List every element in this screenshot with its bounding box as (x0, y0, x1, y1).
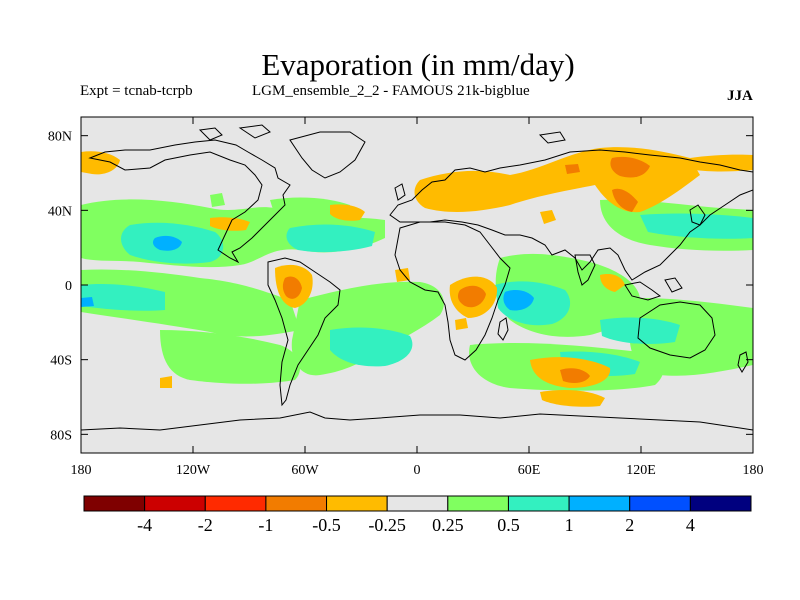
colorbar-swatch (629, 495, 691, 512)
lat-tick-label: 0 (65, 279, 72, 294)
colorbar-swatch (507, 495, 570, 512)
colorbar-swatch (83, 495, 146, 512)
longitude-axis: 180 120W 60W 0 60E 120E 180 (71, 117, 764, 478)
colorbar-label: 4 (686, 515, 695, 535)
colorbar-label: -2 (198, 515, 213, 535)
positive-anomaly-medium (81, 213, 753, 376)
colorbar-swatch (568, 495, 631, 512)
lon-tick-label: 60W (291, 463, 319, 478)
colorbar-label: 2 (625, 515, 634, 535)
colorbar-label: 1 (565, 515, 574, 535)
colorbar-swatch (144, 495, 206, 512)
colorbar-swatch (447, 495, 509, 512)
lon-tick-label: 0 (414, 463, 421, 478)
lat-tick-label: 40N (48, 204, 72, 219)
colorbar: -4 -2 -1 -0.5 -0.25 0.25 0.5 1 2 4 (83, 495, 752, 535)
colorbar-label: -4 (137, 515, 152, 535)
lon-tick-label: 180 (71, 463, 92, 478)
lon-tick-label: 120W (176, 463, 211, 478)
positive-anomaly-strong (81, 235, 534, 311)
plot-subtitle: LGM_ensemble_2_2 - FAMOUS 21k-bigblue (252, 83, 530, 99)
lon-tick-label: 120E (626, 463, 656, 478)
lat-tick-label: 80N (48, 130, 72, 145)
colorbar-swatch (265, 495, 328, 512)
colorbar-label: 0.5 (497, 515, 520, 535)
colorbar-label: -1 (258, 515, 273, 535)
anomaly-contours (81, 147, 753, 407)
coastlines (81, 124, 753, 431)
colorbar-label: -0.5 (312, 515, 341, 535)
colorbar-swatch (326, 495, 388, 512)
lat-tick-label: 80S (50, 428, 72, 443)
colorbar-label: 0.25 (432, 515, 464, 535)
colorbar-swatch (204, 495, 267, 512)
colorbar-swatch (689, 495, 752, 512)
latitude-axis: 80N 40N 0 40S 80S (48, 130, 753, 443)
colorbar-swatch (386, 495, 449, 512)
experiment-label: Expt = tcnab-tcrpb (80, 83, 193, 99)
season-label: JJA (727, 88, 753, 104)
lat-tick-label: 40S (50, 354, 72, 369)
plot-title: Evaporation (in mm/day) (261, 47, 575, 82)
lon-tick-label: 180 (743, 463, 764, 478)
colorbar-label: -0.25 (368, 515, 406, 535)
negative-anomaly-medium (282, 156, 650, 384)
lon-tick-label: 60E (518, 463, 541, 478)
